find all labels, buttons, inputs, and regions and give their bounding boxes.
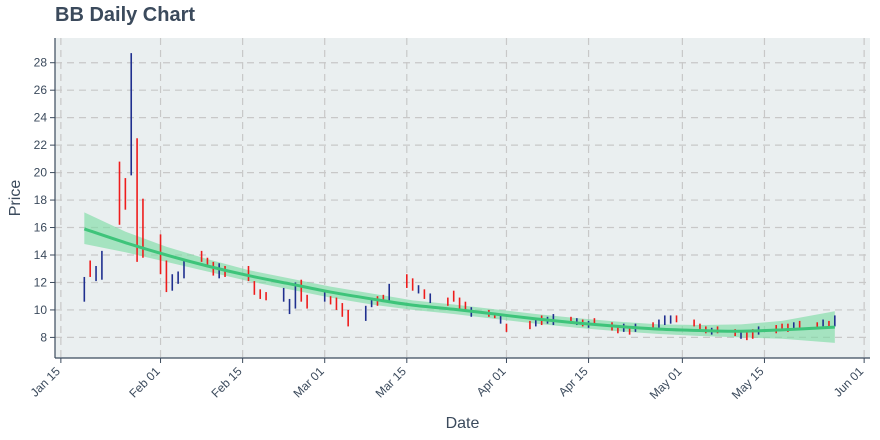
x-tick-label: Apr 01 [474, 364, 509, 399]
x-tick-label: Feb 15 [208, 364, 245, 401]
chart-title: BB Daily Chart [55, 4, 196, 26]
y-tick-label: 20 [34, 166, 48, 180]
y-tick-label: 22 [34, 138, 48, 152]
x-tick-label: Mar 01 [291, 364, 328, 401]
x-tick-label: Apr 15 [556, 364, 591, 399]
x-axis-label: Date [446, 415, 480, 432]
plot-area [55, 38, 870, 358]
y-tick-label: 18 [34, 193, 48, 207]
x-tick-label: Jun 01 [831, 364, 867, 400]
y-tick-label: 10 [34, 303, 48, 317]
x-tick-label: Feb 01 [126, 364, 163, 401]
y-tick-label: 24 [34, 111, 48, 125]
gridlines [55, 38, 870, 358]
y-tick-label: 28 [34, 56, 48, 70]
y-tick-label: 26 [34, 83, 48, 97]
y-tick-label: 12 [34, 275, 48, 289]
x-tick-label: May 15 [729, 364, 767, 402]
y-tick-label: 16 [34, 221, 48, 235]
y-tick-label: 8 [40, 330, 47, 344]
y-axis-label: Price [7, 180, 24, 217]
trend-line [83, 227, 835, 333]
x-tick-label: Mar 15 [373, 364, 410, 401]
x-tick-label: May 01 [647, 364, 685, 402]
y-tick-label: 14 [34, 248, 48, 262]
x-tick-label: Jan 15 [28, 364, 64, 400]
